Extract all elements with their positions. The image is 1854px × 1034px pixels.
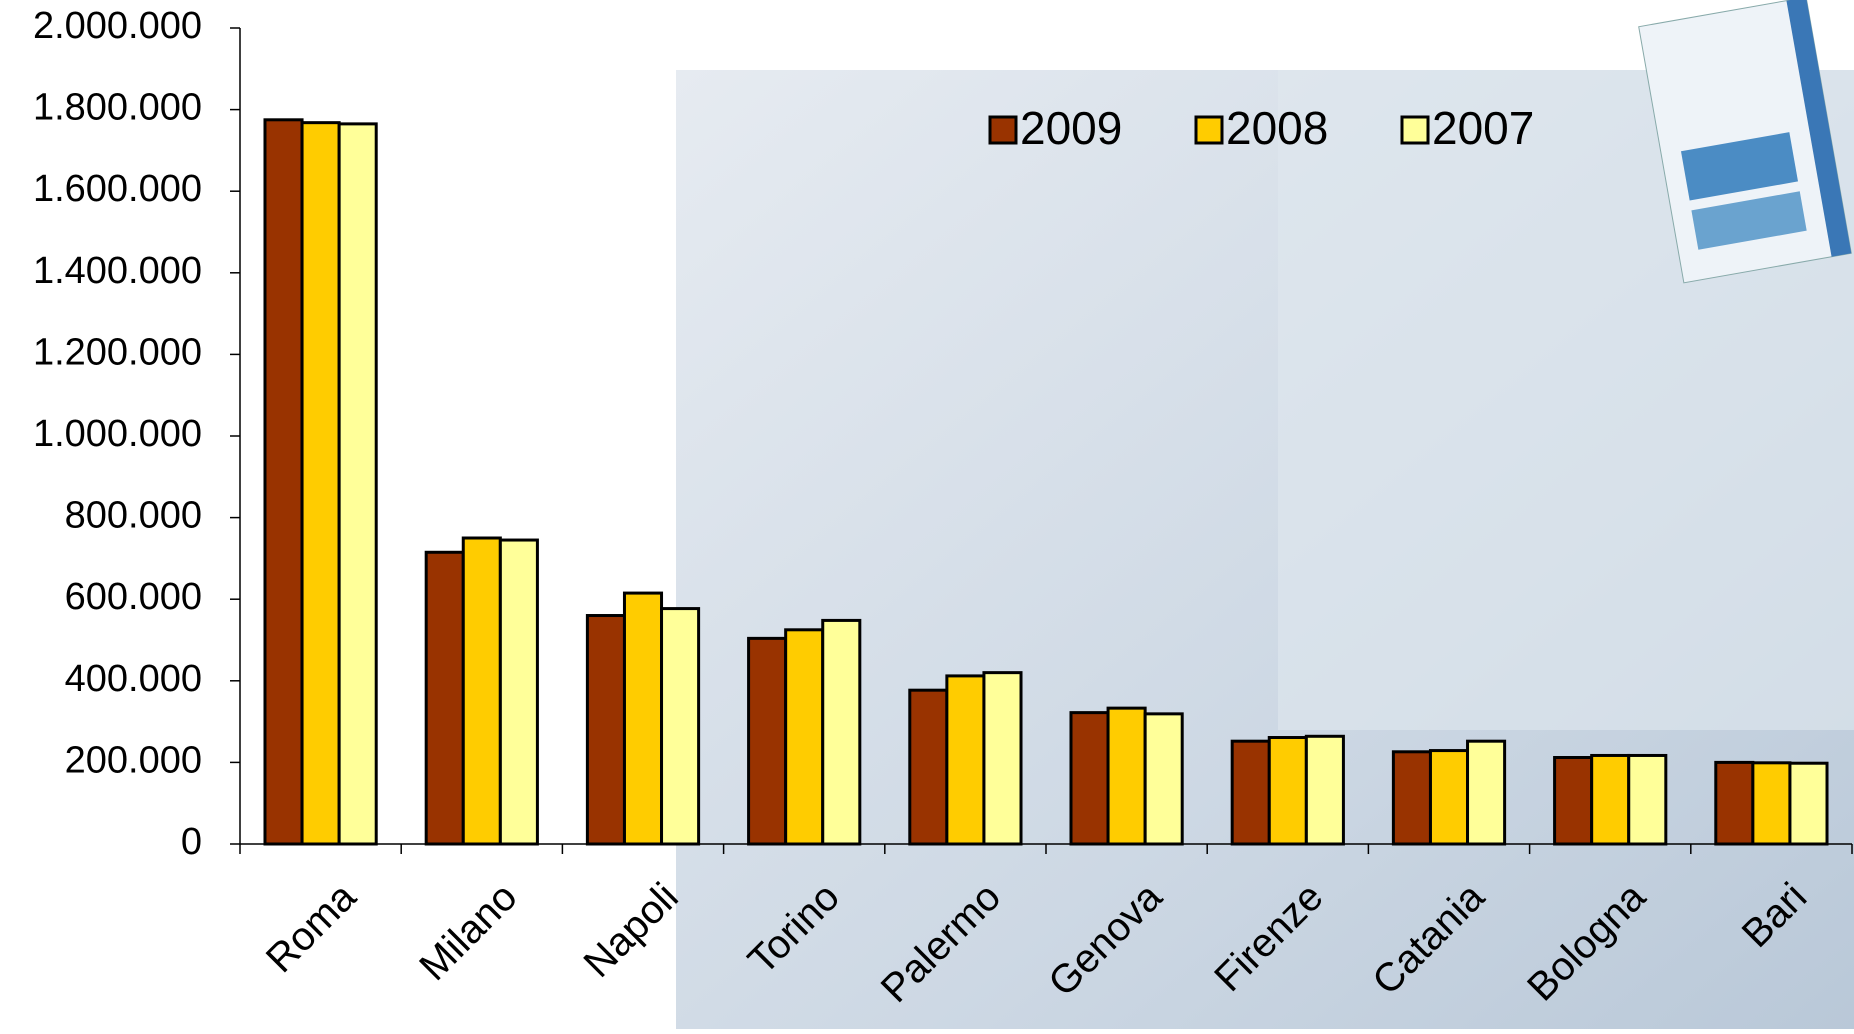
bar bbox=[1590, 753, 1631, 846]
legend-swatch bbox=[1400, 115, 1430, 145]
bar bbox=[1428, 749, 1470, 846]
bar bbox=[424, 550, 465, 846]
cover-image bbox=[1691, 191, 1807, 250]
bar bbox=[1751, 761, 1792, 846]
y-tick-label: 2.000.000 bbox=[33, 5, 202, 47]
y-tick-label: 200.000 bbox=[65, 739, 202, 781]
bar bbox=[1069, 711, 1110, 846]
bar bbox=[1267, 736, 1308, 846]
bar bbox=[1553, 756, 1594, 846]
bar bbox=[908, 688, 949, 846]
y-tick-label: 600.000 bbox=[65, 576, 202, 618]
cover-spine bbox=[1786, 0, 1852, 257]
bar bbox=[300, 121, 341, 846]
legend-swatch bbox=[1194, 115, 1224, 145]
legend-label: 2007 bbox=[1432, 102, 1534, 154]
bar bbox=[1391, 750, 1432, 846]
bar bbox=[1230, 739, 1271, 846]
bar bbox=[337, 122, 378, 846]
bar bbox=[461, 536, 502, 846]
y-tick-label: 0 bbox=[181, 821, 202, 863]
bar bbox=[821, 618, 862, 846]
y-tick-label: 800.000 bbox=[65, 495, 202, 537]
bar bbox=[1788, 761, 1829, 846]
legend-swatch bbox=[988, 115, 1018, 145]
bar bbox=[1106, 706, 1147, 846]
bar bbox=[660, 607, 701, 846]
y-tick-label: 1.000.000 bbox=[33, 413, 202, 455]
bar bbox=[498, 538, 539, 846]
bar bbox=[982, 671, 1023, 846]
bar bbox=[622, 591, 664, 846]
y-tick-label: 1.200.000 bbox=[33, 331, 202, 373]
bar bbox=[945, 674, 986, 846]
y-tick-label: 1.600.000 bbox=[33, 168, 202, 210]
bar bbox=[784, 628, 825, 846]
report-cover bbox=[1638, 0, 1852, 284]
bar bbox=[1304, 734, 1345, 846]
y-tick-label: 400.000 bbox=[65, 658, 202, 700]
bar bbox=[263, 118, 304, 846]
bar bbox=[1714, 760, 1755, 846]
legend-label: 2009 bbox=[1020, 102, 1122, 154]
y-tick-label: 1.800.000 bbox=[33, 87, 202, 129]
bar bbox=[1143, 712, 1184, 846]
bar bbox=[1466, 739, 1507, 846]
bar bbox=[747, 636, 788, 846]
bar bbox=[585, 614, 626, 846]
y-tick-label: 1.400.000 bbox=[33, 250, 202, 292]
legend-label: 2008 bbox=[1226, 102, 1328, 154]
bar bbox=[1627, 753, 1668, 846]
cover-image bbox=[1680, 132, 1798, 201]
